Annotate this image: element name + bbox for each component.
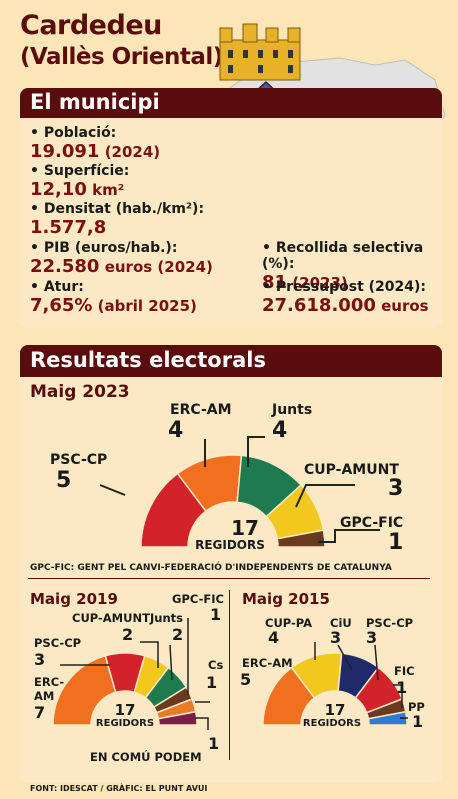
party-label: ERC-AM: [242, 656, 293, 670]
seat-count: 1: [396, 678, 408, 697]
stat-value: 22.580: [30, 256, 100, 277]
seat-count: 1: [208, 734, 220, 753]
seat-segment-gpc-fic: [276, 529, 326, 548]
chart-2023-title: Maig 2023: [30, 382, 130, 402]
seat-count: 3: [388, 476, 404, 501]
chart-2019-title: Maig 2019: [30, 590, 118, 608]
divider: [229, 590, 230, 760]
stat-extra: euros (2024): [99, 258, 213, 276]
party-label: EN COMÚ PODEM: [90, 750, 202, 764]
stat-value: 19.091: [30, 141, 100, 162]
chart-2019-total-sub: REGIDORS: [95, 718, 155, 729]
chart-2015-total-sub: REGIDORS: [302, 718, 362, 729]
seat-count: 1: [388, 530, 404, 555]
leader-line: [374, 644, 379, 681]
seat-count: 5: [56, 468, 72, 493]
stat-pib: • PIB (euros/hab.): 22.580 euros (2024): [30, 240, 213, 277]
chart-2023: [99, 436, 380, 548]
page-subtitle: (Vallès Oriental): [20, 44, 223, 70]
seat-count: 4: [168, 418, 184, 443]
chart-2023-total-sub: REGIDORS: [195, 538, 265, 552]
stat-value: 27.618.000: [262, 295, 376, 316]
stat-extra: (abril 2025): [92, 297, 197, 315]
source-credit: FONT: IDESCAT / GRÀFIC: EL PUNT AVUI: [30, 784, 208, 793]
stat-poblacio: • Població: 19.091 (2024): [30, 125, 160, 162]
party-label: Cs: [208, 658, 224, 672]
stat-label: • Població:: [30, 125, 117, 141]
stat-label: • Superfície:: [30, 163, 130, 179]
stat-value: 81: [262, 272, 288, 293]
stat-label: • Densitat (hab./km²):: [30, 201, 205, 217]
seat-count: 1: [206, 673, 218, 692]
seat-count: 2: [172, 625, 184, 644]
seat-segment-pp: [367, 710, 408, 726]
party-label: PSC-CP: [366, 616, 414, 630]
seat-count: 3: [330, 628, 342, 647]
divider: [28, 578, 430, 579]
party-label: ERC-AM: [170, 402, 232, 418]
stat-value: 7,65%: [30, 295, 93, 316]
leader-line: [337, 644, 353, 671]
seat-count: 5: [240, 670, 252, 689]
stat-value: 12,10: [30, 179, 87, 200]
stat-extra: (2024): [99, 143, 161, 161]
stat-extra: (2023): [287, 274, 348, 292]
chart-2015-title: Maig 2015: [242, 590, 330, 608]
stat-extra: km²: [86, 181, 125, 199]
stat-label: • Atur:: [30, 279, 84, 295]
chart-2019-total: 17: [114, 701, 136, 719]
seat-segment-en-com-podem: [157, 710, 198, 726]
seat-count: 3: [34, 650, 46, 669]
stat-atur: • Atur: 7,65% (abril 2025): [30, 279, 197, 316]
chart-2023-total: 17: [231, 516, 259, 540]
party-label: Junts: [150, 611, 183, 625]
seat-count: 4: [268, 628, 280, 647]
party-label: FIC: [394, 664, 415, 678]
stat-value: 1.577,8: [30, 217, 107, 238]
party-label: GPC-FIC: [340, 515, 404, 531]
stat-extra: euros: [375, 297, 429, 315]
seat-count: 1: [210, 605, 222, 624]
municipi-panel: [18, 88, 443, 328]
stat-pressupost: • Pressupost (2024): 27.618.000 euros: [262, 279, 429, 316]
municipi-header-bar: El municipi: [20, 88, 442, 118]
party-note: GPC-FIC: GENT PEL CANVI-FEDERACIÓ D'INDE…: [30, 563, 392, 573]
party-label: PSC-CP: [50, 452, 108, 468]
party-label: Junts: [272, 402, 313, 418]
stat-label: • PIB (euros/hab.):: [30, 240, 178, 256]
party-label: ERC-AM: [34, 675, 65, 703]
leader-line: [318, 529, 380, 543]
leader-line: [169, 644, 173, 681]
stat-superficie: • Superfície: 12,10 km²: [30, 163, 129, 200]
municipi-heading: El municipi: [30, 90, 160, 114]
leader-line: [393, 684, 403, 708]
party-label: CUP-PA: [265, 616, 313, 630]
party-label: CUP-AMUNT: [72, 611, 150, 625]
party-label: CiU: [330, 616, 352, 630]
chart-2019: [52, 618, 210, 730]
chart-2015: [262, 642, 408, 726]
party-label: GPC-FIC: [172, 592, 224, 606]
seat-count: 3: [366, 628, 378, 647]
resultats-header-bar: Resultats electorals: [20, 345, 442, 377]
stat-label: • Recollida selectiva (%):: [262, 240, 424, 272]
party-label: PP: [408, 700, 425, 714]
seat-count: 4: [272, 418, 288, 443]
leader-line: [195, 717, 209, 730]
leader-line: [295, 484, 355, 508]
leader-line: [140, 641, 159, 668]
stat-densitat: • Densitat (hab./km²): 1.577,8: [30, 201, 204, 238]
party-label: PSC-CP: [34, 636, 82, 650]
seat-count: 1: [412, 712, 424, 731]
seat-count: 2: [122, 625, 134, 644]
resultats-heading: Resultats electorals: [30, 348, 266, 372]
page-title: Cardedeu: [20, 10, 162, 41]
leader-line: [99, 484, 126, 496]
party-label: CUP-AMUNT: [304, 462, 399, 478]
stat-recollida: • Recollida selectiva (%): 81 (2023): [262, 240, 458, 293]
stat-label: • Pressupost (2024):: [262, 279, 427, 295]
seat-count: 7: [34, 703, 46, 722]
leader-line: [247, 436, 265, 467]
chart-2015-total: 17: [324, 701, 346, 719]
